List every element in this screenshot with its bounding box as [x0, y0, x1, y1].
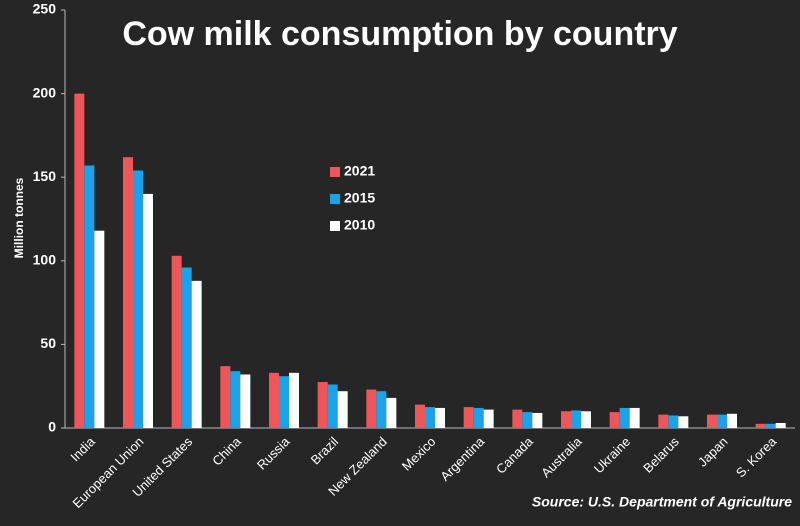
bar	[415, 404, 425, 428]
bar	[279, 376, 289, 428]
bar	[765, 423, 776, 428]
bar	[84, 165, 95, 428]
y-tick-label: 150	[33, 168, 57, 184]
x-tick-label: Brazil	[308, 434, 342, 468]
y-tick-label: 250	[33, 1, 57, 17]
bar	[658, 414, 669, 428]
bar	[483, 409, 494, 428]
bar	[678, 416, 689, 428]
legend-label: 2010	[344, 217, 375, 233]
bar	[337, 391, 348, 428]
bar	[171, 255, 182, 428]
y-tick-label: 0	[48, 419, 56, 435]
x-tick-label: China	[209, 433, 244, 468]
bar	[74, 93, 85, 428]
bar	[571, 410, 581, 428]
bar	[668, 415, 679, 428]
bar	[143, 193, 153, 428]
bar	[327, 384, 338, 428]
bar	[230, 371, 241, 428]
bar	[629, 407, 640, 428]
legend-swatch	[330, 194, 340, 204]
bar	[532, 412, 543, 428]
x-tick-label: Canada	[493, 433, 536, 476]
bar	[522, 412, 533, 428]
source-note: Source: U.S. Department of Agriculture	[532, 494, 792, 510]
bar	[289, 372, 299, 428]
bar	[181, 267, 192, 428]
bar	[425, 407, 435, 428]
bar	[366, 389, 377, 428]
bar	[94, 230, 105, 428]
bar	[435, 407, 445, 428]
bar	[220, 366, 231, 428]
bar	[727, 413, 737, 428]
bar	[707, 414, 717, 428]
bar	[717, 414, 727, 428]
bar	[240, 374, 251, 428]
bar	[133, 170, 143, 428]
bar	[512, 409, 523, 428]
x-tick-label: Mexico	[399, 434, 439, 474]
bar	[775, 422, 786, 428]
legend-label: 2015	[344, 190, 375, 206]
bar	[123, 157, 133, 429]
legend-swatch	[330, 221, 340, 231]
legend-swatch	[330, 167, 340, 177]
bar	[376, 391, 387, 428]
bar	[473, 407, 484, 428]
bar	[317, 382, 328, 428]
bar	[561, 411, 571, 428]
x-tick-label: Argentina	[437, 433, 488, 484]
chart-title: Cow milk consumption by country	[122, 15, 677, 53]
x-tick-label: Belarus	[640, 434, 682, 476]
bar	[619, 407, 630, 428]
bar	[609, 412, 620, 428]
x-tick-label: S. Korea	[733, 433, 780, 480]
y-tick-label: 100	[33, 252, 57, 268]
legend-label: 2021	[344, 163, 375, 179]
x-tick-label: India	[67, 433, 98, 464]
bar	[755, 423, 766, 428]
y-axis-label: Million tonnes	[12, 177, 26, 258]
y-tick-label: 200	[33, 84, 57, 100]
y-tick-label: 50	[40, 335, 56, 351]
x-tick-label: Ukraine	[591, 434, 633, 476]
bar	[463, 407, 474, 428]
x-tick-label: Japan	[695, 434, 731, 470]
x-tick-label: Russia	[254, 433, 293, 472]
bar	[581, 411, 591, 428]
x-tick-label: Australia	[538, 433, 585, 480]
bar	[386, 397, 397, 428]
bar	[191, 280, 202, 428]
bar	[269, 372, 279, 428]
